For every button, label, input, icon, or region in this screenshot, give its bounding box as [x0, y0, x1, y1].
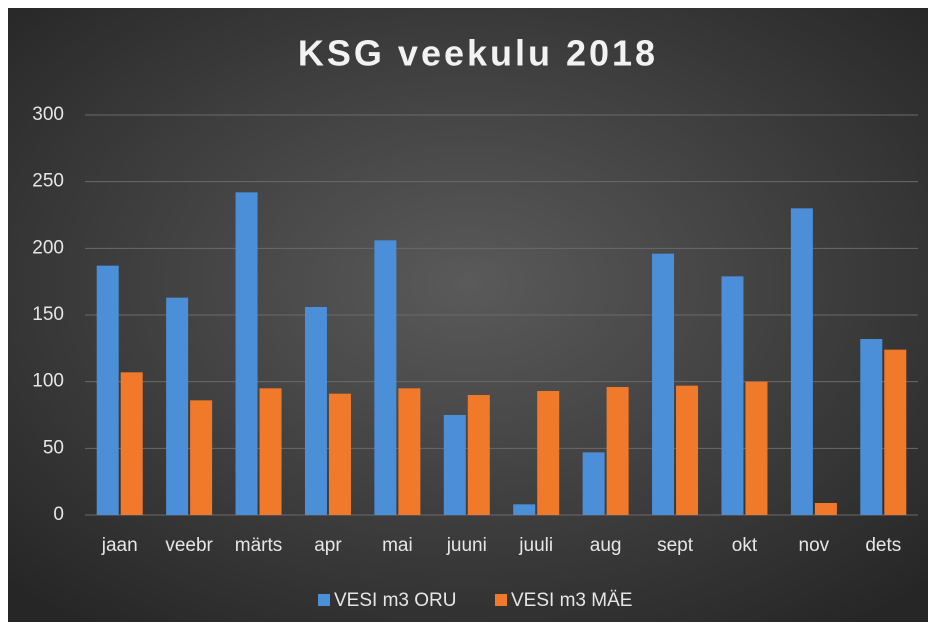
bar [814, 503, 837, 515]
bar [676, 385, 699, 515]
bar [235, 192, 258, 516]
legend-swatch [495, 594, 507, 606]
y-tick-label: 150 [32, 304, 64, 325]
bar [884, 349, 907, 515]
bar [374, 240, 397, 516]
x-tick-label: jaan [101, 535, 138, 556]
bar [721, 276, 744, 515]
x-tick-label: dets [865, 535, 901, 556]
legend-swatch [318, 594, 330, 606]
x-tick-label: mai [382, 535, 413, 556]
y-tick-label: 250 [32, 171, 64, 192]
x-tick-label: sept [657, 535, 694, 556]
x-tick-label: okt [732, 535, 758, 556]
bar [606, 387, 629, 515]
bar [328, 393, 351, 515]
bar [304, 307, 327, 515]
x-tick-label: apr [314, 535, 342, 556]
y-tick-label: 50 [43, 437, 64, 458]
bar [513, 504, 536, 515]
y-tick-label: 300 [32, 104, 64, 125]
x-tick-label: veebr [165, 535, 213, 556]
bar [259, 388, 282, 515]
bar [652, 253, 675, 515]
x-tick-label: märts [235, 535, 283, 556]
x-tick-label: juuni [446, 535, 487, 556]
bar [190, 400, 213, 515]
bar [467, 395, 490, 515]
y-tick-label: 100 [32, 371, 64, 392]
y-tick-label: 0 [53, 504, 64, 525]
x-tick-label: aug [590, 535, 622, 556]
x-tick-label: nov [799, 535, 830, 556]
bar [790, 208, 813, 516]
bar [120, 372, 143, 515]
y-tick-label: 200 [32, 237, 64, 258]
bar [166, 297, 189, 515]
bar [860, 339, 883, 515]
bar [443, 415, 466, 515]
x-tick-label: juuli [518, 535, 553, 556]
bar [537, 391, 560, 515]
bar [745, 381, 768, 515]
bar [582, 452, 605, 515]
legend-label: VESI m3 ORU [334, 590, 456, 611]
chart-title: KSG veekulu 2018 [298, 33, 658, 74]
bar [96, 265, 119, 515]
legend-label: VESI m3 MÄE [511, 590, 632, 611]
bar [398, 388, 421, 515]
